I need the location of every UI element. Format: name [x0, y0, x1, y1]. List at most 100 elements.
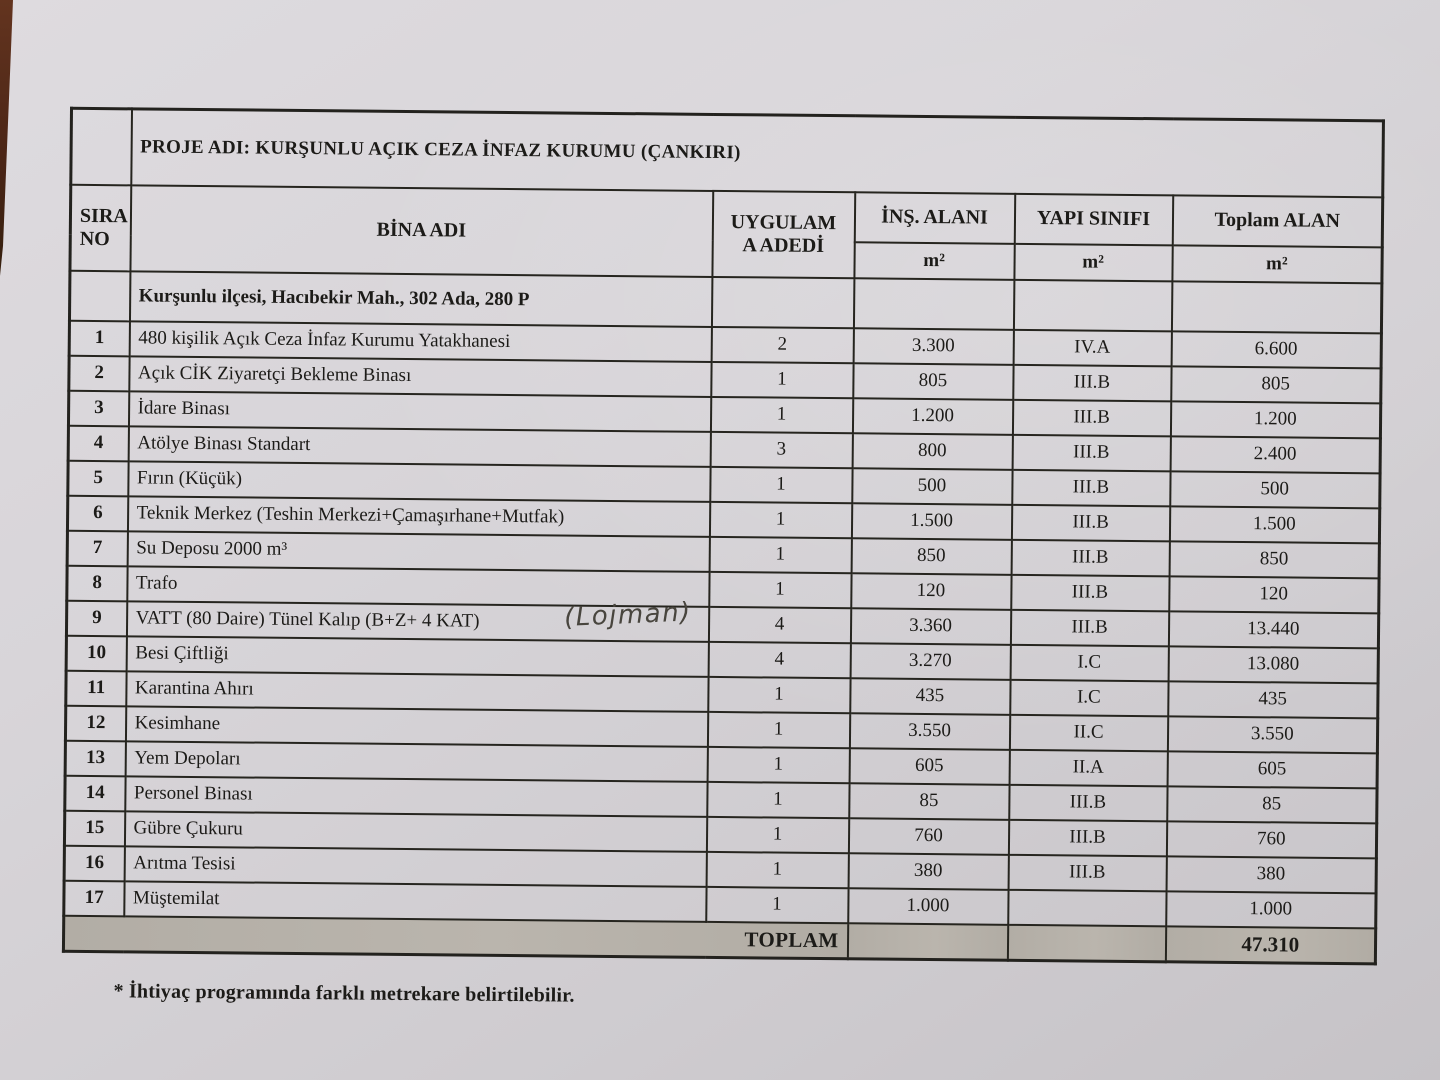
uygulama-adedi-cell: 1	[706, 816, 849, 853]
section-empty-4	[1171, 280, 1382, 333]
project-buildings-table: PROJE ADI: KURŞUNLU AÇIK CEZA İNFAZ KURU…	[61, 106, 1386, 966]
ins-alani-cell: 3.550	[849, 712, 1010, 750]
row-number-cell: 6	[67, 495, 128, 531]
yapi-sinifi-cell: III.B	[1011, 539, 1170, 576]
uygulama-adedi-cell: 1	[707, 676, 851, 713]
ins-alani-cell: 500	[851, 467, 1013, 505]
scanned-document-sheet: PROJE ADI: KURŞUNLU AÇIK CEZA İNFAZ KURU…	[61, 106, 1386, 1016]
yapi-sinifi-cell: III.B	[1008, 854, 1167, 891]
toplam-alan-cell: 120	[1168, 575, 1380, 613]
section-spacer-cell	[69, 270, 130, 321]
building-name-cell: Teknik Merkez (Teshin Merkezi+Çamaşırhan…	[127, 495, 710, 537]
toplam-alan-cell: 850	[1169, 540, 1380, 578]
ins-alani-cell: 1.200	[852, 397, 1013, 435]
uygulama-adedi-cell: 4	[708, 641, 851, 678]
project-title: PROJE ADI: KURŞUNLU AÇIK CEZA İNFAZ KURU…	[130, 108, 1384, 197]
yapi-sinifi-cell: III.B	[1008, 784, 1168, 821]
uygulama-adedi-cell: 1	[707, 711, 850, 748]
row-number-cell: 8	[66, 565, 128, 601]
building-name: VATT (80 Daire) Tünel Kalıp (B+Z+ 4 KAT)	[135, 607, 480, 632]
row-number-cell: 1	[69, 320, 130, 356]
building-name-cell: Su Deposu 2000 m³	[127, 530, 710, 572]
uygulama-adedi-cell: 1	[706, 851, 849, 888]
total-value: 47.310	[1165, 925, 1376, 964]
building-name: Fırın (Küçük)	[136, 467, 243, 490]
yapi-sinifi-cell: II.A	[1009, 749, 1168, 786]
building-name: Su Deposu 2000 m³	[136, 537, 288, 560]
section-empty-2	[853, 277, 1014, 330]
toplam-alan-cell: 85	[1166, 785, 1378, 823]
building-name-cell: Karantina Ahırı	[125, 670, 709, 712]
unit-yapi-sinifi: m²	[1013, 243, 1173, 281]
yapi-sinifi-cell: III.B	[1010, 574, 1170, 611]
title-row: PROJE ADI: KURŞUNLU AÇIK CEZA İNFAZ KURU…	[70, 108, 1384, 197]
yapi-sinifi-cell: III.B	[1011, 469, 1171, 506]
ins-alani-cell: 380	[848, 852, 1009, 890]
header-sira-no: SIRA NO	[69, 184, 131, 271]
row-number-cell: 9	[66, 600, 127, 636]
toplam-alan-cell: 1.500	[1169, 505, 1380, 543]
toplam-alan-cell: 380	[1166, 855, 1377, 893]
row-number-cell: 11	[65, 670, 127, 706]
building-name: Müştemilat	[132, 887, 220, 910]
row-number-cell: 16	[64, 845, 125, 881]
footnote: * İhtiyaç programında farklı metrekare b…	[113, 980, 575, 1007]
row-number-cell: 5	[67, 460, 129, 496]
uygulama-adedi-cell: 1	[705, 886, 849, 923]
section-empty-3	[1013, 279, 1172, 331]
row-number-cell: 2	[68, 355, 130, 391]
building-name: Karantina Ahırı	[134, 677, 254, 700]
building-name: Teknik Merkez (Teshin Merkezi+Çamaşırhan…	[136, 502, 565, 528]
uygulama-adedi-cell: 1	[707, 746, 850, 783]
total-ins-alani-cell	[847, 922, 1008, 961]
unit-toplam-alan: m²	[1171, 244, 1383, 283]
toplam-alan-cell: 13.080	[1168, 645, 1379, 683]
toplam-alan-cell: 605	[1167, 750, 1378, 788]
yapi-sinifi-cell: III.B	[1008, 819, 1167, 856]
uygulama-adedi-cell: 1	[709, 501, 852, 538]
building-name: 480 kişilik Açık Ceza İnfaz Kurumu Yatak…	[138, 327, 511, 353]
ins-alani-cell: 805	[852, 362, 1014, 400]
yapi-sinifi-cell: III.B	[1012, 399, 1171, 436]
row-number-cell: 13	[65, 740, 126, 776]
row-number-cell: 14	[64, 775, 126, 811]
header-uygulama-line1: UYGULAM	[730, 210, 837, 234]
ins-alani-cell: 3.270	[850, 642, 1011, 680]
building-name-cell: Arıtma Tesisi	[124, 845, 707, 887]
building-name-cell: Personel Binası	[124, 775, 708, 817]
building-name-cell: Besi Çiftliği	[126, 635, 709, 677]
unit-ins-alani: m²	[853, 241, 1015, 280]
row-number-cell: 10	[66, 635, 127, 671]
ins-alani-cell: 3.300	[853, 327, 1014, 365]
building-name: Arıtma Tesisi	[133, 852, 236, 875]
yapi-sinifi-cell: III.B	[1011, 504, 1170, 541]
toplam-alan-cell: 500	[1169, 470, 1381, 508]
building-name-cell: Fırın (Küçük)	[127, 460, 711, 502]
ins-alani-cell: 800	[852, 432, 1013, 470]
yapi-sinifi-cell: III.B	[1010, 609, 1169, 646]
header-yapi-sinifi: YAPI SINIFI	[1014, 193, 1173, 245]
header-bina-adi: BİNA ADI	[129, 184, 713, 277]
ins-alani-cell: 3.360	[850, 607, 1011, 645]
ins-alani-cell: 120	[850, 572, 1012, 610]
toplam-alan-cell: 435	[1167, 680, 1379, 718]
building-name: İdare Binası	[137, 397, 231, 420]
toplam-alan-cell: 760	[1166, 820, 1377, 858]
row-number-cell: 17	[63, 880, 125, 916]
header-toplam-alan: Toplam ALAN	[1172, 194, 1383, 247]
header-ins-alani: İNŞ. ALANI	[854, 191, 1015, 244]
yapi-sinifi-cell: I.C	[1009, 679, 1169, 716]
toplam-alan-cell: 13.440	[1168, 610, 1379, 648]
toplam-alan-cell: 1.000	[1165, 890, 1377, 928]
yapi-sinifi-cell: II.C	[1009, 714, 1168, 751]
ins-alani-cell: 760	[848, 817, 1009, 855]
uygulama-adedi-cell: 1	[710, 361, 854, 398]
header-uygulama-line2: A ADEDİ	[742, 233, 825, 257]
building-name: Besi Çiftliği	[135, 642, 229, 665]
row-number-cell: 12	[65, 705, 126, 741]
building-name: Yem Depoları	[134, 747, 241, 770]
ins-alani-cell: 605	[849, 747, 1010, 785]
yapi-sinifi-cell: I.C	[1010, 644, 1169, 681]
building-name: Atölye Binası Standart	[137, 432, 311, 456]
handwritten-lojman-note: (Lojman)	[563, 596, 692, 633]
